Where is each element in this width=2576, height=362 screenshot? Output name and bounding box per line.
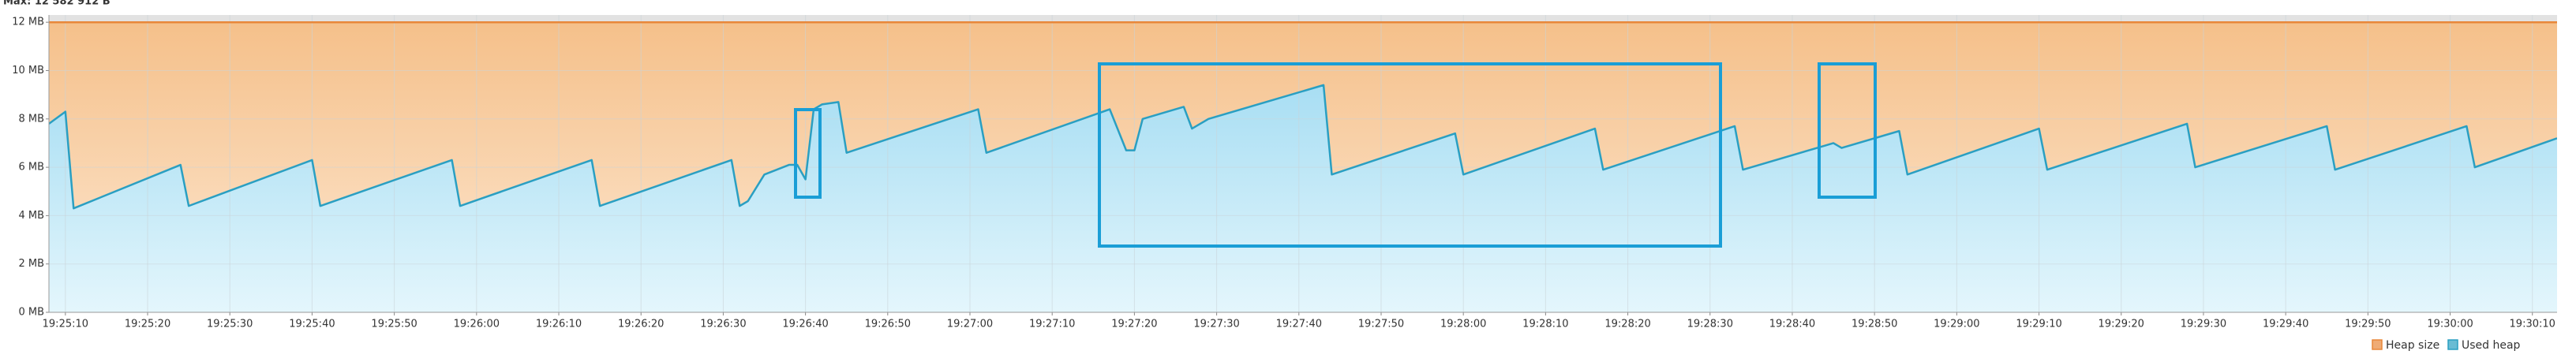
x-tick-label: 19:26:30 [700, 319, 746, 330]
x-tick-label: 19:28:00 [1440, 319, 1486, 330]
legend-label: Heap size [2386, 339, 2439, 352]
legend-swatch [2447, 339, 2458, 350]
highlight-box [1818, 62, 1877, 199]
x-tick-label: 19:28:10 [1522, 319, 1568, 330]
x-tick-label: 19:25:30 [207, 319, 253, 330]
x-tick-label: 19:26:00 [454, 319, 500, 330]
x-tick-label: 19:27:10 [1029, 319, 1075, 330]
x-tick-label: 19:26:20 [618, 319, 664, 330]
x-tick-label: 19:25:40 [289, 319, 335, 330]
x-tick-label: 19:27:40 [1276, 319, 1322, 330]
legend-swatch [2372, 339, 2383, 350]
x-tick-label: 19:27:00 [947, 319, 993, 330]
x-tick-label: 19:25:50 [371, 319, 417, 330]
y-tick-label: 12 MB [12, 17, 44, 28]
x-tick-label: 19:25:10 [43, 319, 88, 330]
area-fill [49, 84, 2557, 312]
x-tick-label: 19:28:50 [1852, 319, 1897, 330]
x-tick-label: 19:27:50 [1358, 319, 1404, 330]
x-tick-label: 19:25:20 [125, 319, 170, 330]
plot-lines [49, 21, 2557, 210]
x-tick-label: 19:29:20 [2099, 319, 2144, 330]
x-tick-label: 19:27:20 [1111, 319, 1157, 330]
y-tick-label: 10 MB [12, 65, 44, 77]
y-tick-label: 4 MB [18, 210, 44, 222]
x-tick-label: 19:29:50 [2345, 319, 2391, 330]
x-tick-label: 19:28:20 [1604, 319, 1650, 330]
x-tick-label: 19:26:40 [782, 319, 828, 330]
y-tick-label: 8 MB [18, 113, 44, 125]
highlight-box [1098, 62, 1722, 248]
x-tick-label: 19:29:40 [2263, 319, 2308, 330]
x-tick-label: 19:29:30 [2181, 319, 2226, 330]
x-tick-label: 19:28:30 [1687, 319, 1733, 330]
legend-label: Used heap [2462, 339, 2521, 352]
legend: Heap size Used heap [2372, 339, 2521, 352]
x-tick-label: 19:29:10 [2016, 319, 2061, 330]
y-tick-label: 0 MB [18, 307, 44, 319]
max-label: Max: 12 582 912 B [3, 0, 110, 8]
highlight-box [794, 108, 822, 199]
y-tick-label: 6 MB [18, 162, 44, 174]
x-tick-label: 19:26:50 [865, 319, 911, 330]
x-tick-label: 19:26:10 [536, 319, 582, 330]
series-line [49, 84, 2557, 210]
x-tick-label: 19:29:00 [1934, 319, 1979, 330]
axes: 0 MB 2 MB 4 MB 6 MB 8 MB 10 MB 12 MB 19:25:10 19… [12, 15, 2557, 330]
x-tick-label: 19:30:00 [2427, 319, 2473, 330]
x-tick-label: 19:27:30 [1193, 319, 1239, 330]
x-tick-label: 19:30:10 [2510, 319, 2555, 330]
x-tick-label: 19:28:40 [1769, 319, 1815, 330]
y-tick-label: 2 MB [18, 258, 44, 270]
